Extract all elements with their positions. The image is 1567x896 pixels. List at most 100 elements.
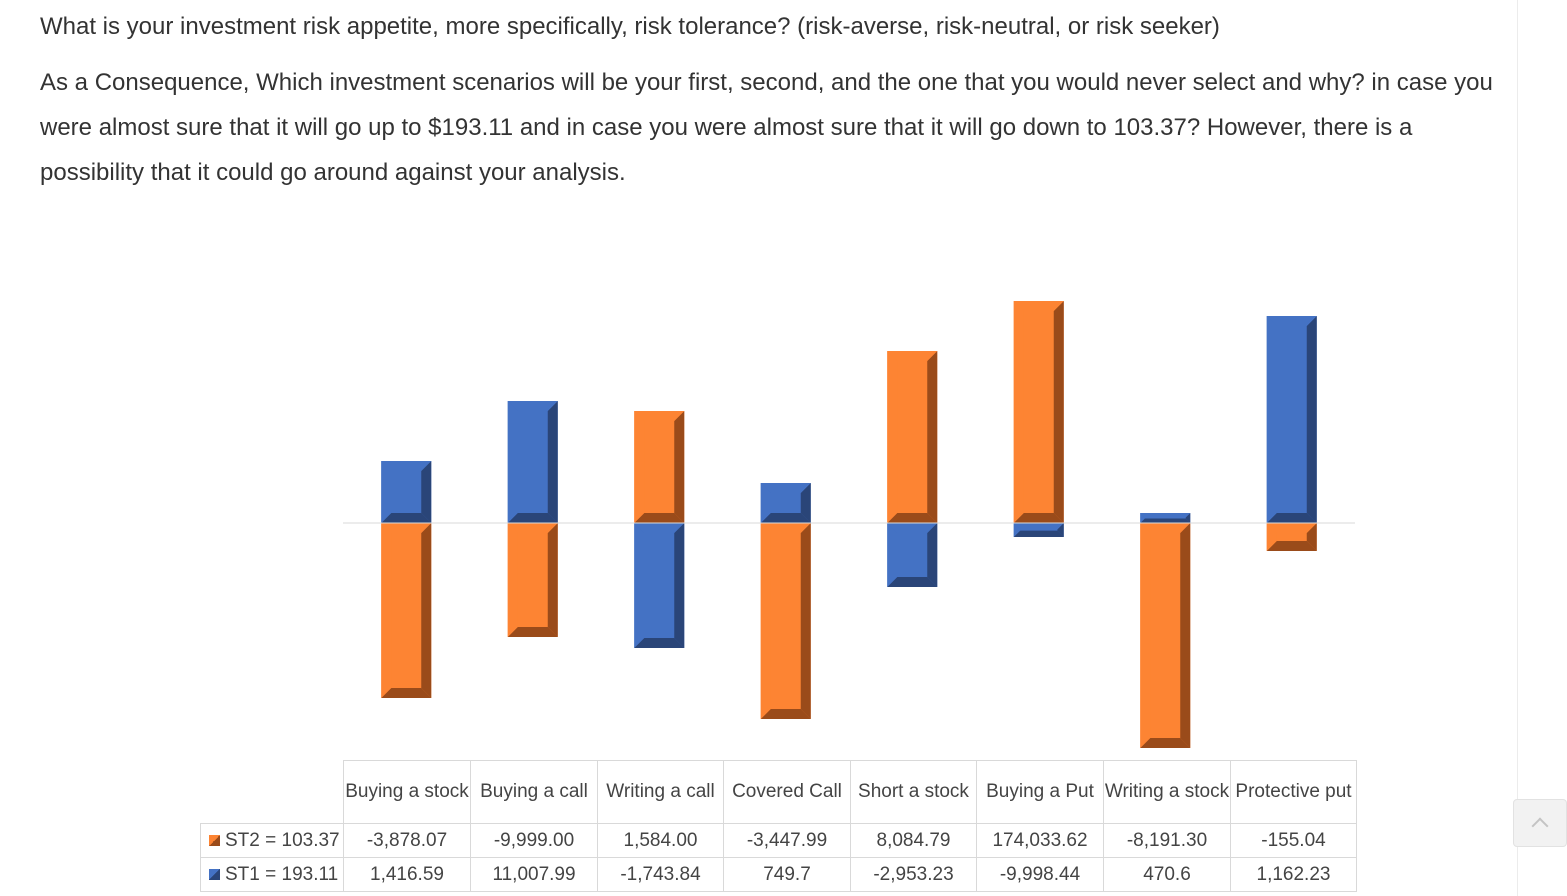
bar-st1-covered-call-bevel-bottom [760, 513, 811, 523]
bar-st1-writing-a-stock-bevel-left [1140, 513, 1145, 523]
bar-st2-writing-a-stock-bevel-bottom [1140, 738, 1191, 748]
bar-st1-short-a-stock-bevel-top [887, 523, 938, 533]
bar-st2-writing-a-call [634, 411, 685, 523]
table-cell-st2-covered-call: -3,447.99 [723, 823, 851, 858]
bar-st1-protective-put-bevel-bottom [1266, 513, 1317, 523]
table-header-row: Buying a stock Buying a call Writing a cal… [200, 760, 1357, 824]
bar-st2-short-a-stock-bevel-left [887, 351, 898, 523]
bar-st2-short-a-stock-bevel-right [927, 351, 938, 523]
bar-st1-protective-put-bevel-left [1266, 316, 1277, 523]
bar-st2-protective-put-bevel-right [1306, 523, 1317, 551]
bar-st2-buying-a-stock-bevel-left [381, 523, 392, 698]
bar-st1-writing-a-stock-bevel-bottom [1140, 518, 1191, 523]
category-header-writing-a-call: Writing a call [597, 760, 724, 824]
table-corner [200, 760, 344, 824]
bar-st2-buying-a-stock-bevel-bottom [381, 688, 432, 698]
bar-st2-writing-a-call-bevel-top [634, 411, 685, 421]
bar-st1-covered-call-bevel-top [760, 483, 811, 493]
bar-st1-buying-a-call-bevel-left [507, 401, 518, 523]
table-cell-st2-writing-a-call: 1,584.00 [597, 823, 724, 858]
bar-st2-buying-a-stock [381, 523, 432, 698]
bar-st1-buying-a-put-bevel-right [1057, 523, 1064, 537]
bar-st1-short-a-stock-bevel-right [927, 523, 938, 587]
table-cell-st1-short-a-stock: -2,953.23 [850, 857, 977, 892]
bar-st2-buying-a-put-bevel-right [1053, 301, 1064, 523]
legend-swatch-st1 [209, 868, 220, 880]
legend-label-st2: ST2 = 103.37 [225, 829, 340, 851]
bar-st2-protective-put-bevel-top [1266, 523, 1317, 533]
bar-st1-writing-a-call-bevel-right [674, 523, 685, 648]
table-cell-st2-short-a-stock: 8,084.79 [850, 823, 977, 858]
bar-st2-protective-put-bevel-left [1266, 523, 1277, 551]
bar-st2-writing-a-stock-bevel-top [1140, 523, 1191, 533]
category-header-buying-a-call: Buying a call [470, 760, 598, 824]
bar-st2-writing-a-stock-body [1140, 523, 1191, 748]
bar-st2-protective-put-bevel-bottom [1266, 541, 1317, 551]
table-cell-st1-covered-call: 749.7 [723, 857, 851, 892]
table-cell-st2-buying-a-put: 174,033.62 [976, 823, 1104, 858]
bar-st1-buying-a-put [1013, 523, 1064, 537]
bar-st1-writing-a-call-bevel-left [634, 523, 645, 648]
bar-st1-writing-a-call [634, 523, 685, 648]
bar-st1-protective-put-body [1266, 316, 1317, 523]
content-divider [1517, 0, 1518, 896]
bar-st2-writing-a-stock-bevel-left [1140, 523, 1151, 748]
bar-st2-buying-a-stock-body [381, 523, 432, 698]
bar-st2-short-a-stock-bevel-bottom [887, 513, 938, 523]
bar-st2-covered-call [760, 523, 811, 719]
bar-st1-buying-a-stock-body [381, 461, 432, 523]
bar-st2-buying-a-call-body [507, 523, 558, 637]
bar-st2-buying-a-call-bevel-left [507, 523, 518, 637]
bar-st1-protective-put-bevel-right [1306, 316, 1317, 523]
table-cell-st2-buying-a-call: -9,999.00 [470, 823, 598, 858]
table-cell-st2-buying-a-stock: -3,878.07 [343, 823, 471, 858]
bar-st1-buying-a-call-bevel-bottom [507, 513, 558, 523]
bar-st2-buying-a-call [507, 523, 558, 637]
category-header-short-a-stock: Short a stock [850, 760, 977, 824]
table-row-st2: ST2 = 103.37 -3,878.07 -9,999.00 1,584.00-… [200, 823, 1357, 858]
legend-label-st1: ST1 = 193.11 [225, 863, 339, 885]
bar-st1-buying-a-stock-bevel-right [421, 461, 432, 523]
question-line-1: What is your investment risk appetite, m… [40, 13, 1220, 40]
bar-st2-covered-call-bevel-top [760, 523, 811, 533]
bar-st2-buying-a-call-bevel-bottom [507, 627, 558, 637]
bar-st2-buying-a-stock-bevel-top [381, 523, 432, 533]
bar-st2-buying-a-put [1013, 301, 1064, 523]
chart-data-table: Buying a stock Buying a call Writing a cal… [200, 760, 1357, 892]
bar-st2-covered-call-bevel-right [800, 523, 811, 719]
bar-st1-writing-a-call-body [634, 523, 685, 648]
bar-st2-buying-a-call-bevel-top [507, 523, 558, 533]
bar-st2-covered-call-body [760, 523, 811, 719]
bar-st2-protective-put [1266, 523, 1317, 551]
table-cell-st1-buying-a-stock: 1,416.59 [343, 857, 471, 892]
legend-st1: ST1 = 193.11 [200, 857, 344, 892]
table-row-st1: ST1 = 193.11 1,416.59 11,007.99 -1,743.84 7… [200, 857, 1357, 892]
bar-st1-buying-a-put-bevel-bottom [1013, 530, 1064, 537]
bar-st2-covered-call-bevel-bottom [760, 709, 811, 719]
bar-st2-writing-a-call-bevel-left [634, 411, 645, 523]
bar-st2-buying-a-put-bevel-left [1013, 301, 1024, 523]
bar-st2-buying-a-call-bevel-right [547, 523, 558, 637]
bar-st1-buying-a-call-body [507, 401, 558, 523]
back-to-top-button[interactable] [1513, 799, 1567, 847]
chevron-up-icon [1531, 817, 1549, 835]
bar-st1-writing-a-call-bevel-bottom [634, 638, 685, 648]
bar-st2-buying-a-put-body [1013, 301, 1064, 523]
bar-chart [343, 301, 1355, 748]
bar-st2-short-a-stock [887, 351, 938, 523]
question-paragraph-2: As a Consequence, Which investment scena… [40, 69, 1493, 186]
table-cell-st2-writing-a-stock: -8,191.30 [1103, 823, 1231, 858]
bar-st2-covered-call-bevel-left [760, 523, 771, 719]
bar-st2-short-a-stock-bevel-top [887, 351, 938, 361]
bar-st1-buying-a-call-bevel-right [547, 401, 558, 523]
bar-st2-writing-a-stock [1140, 523, 1191, 748]
bar-st1-buying-a-stock-bevel-left [381, 461, 392, 523]
bar-st1-buying-a-stock [381, 461, 432, 523]
table-cell-st1-protective-put: 1,162.23 [1230, 857, 1357, 892]
table-cell-st1-writing-a-call: -1,743.84 [597, 857, 724, 892]
bar-st2-buying-a-put-bevel-bottom [1013, 513, 1064, 523]
bar-st1-buying-a-call-bevel-top [507, 401, 558, 411]
bar-st1-short-a-stock-body [887, 523, 938, 587]
bar-st1-buying-a-call [507, 401, 558, 523]
bar-st1-writing-a-stock-bevel-top [1140, 513, 1191, 518]
